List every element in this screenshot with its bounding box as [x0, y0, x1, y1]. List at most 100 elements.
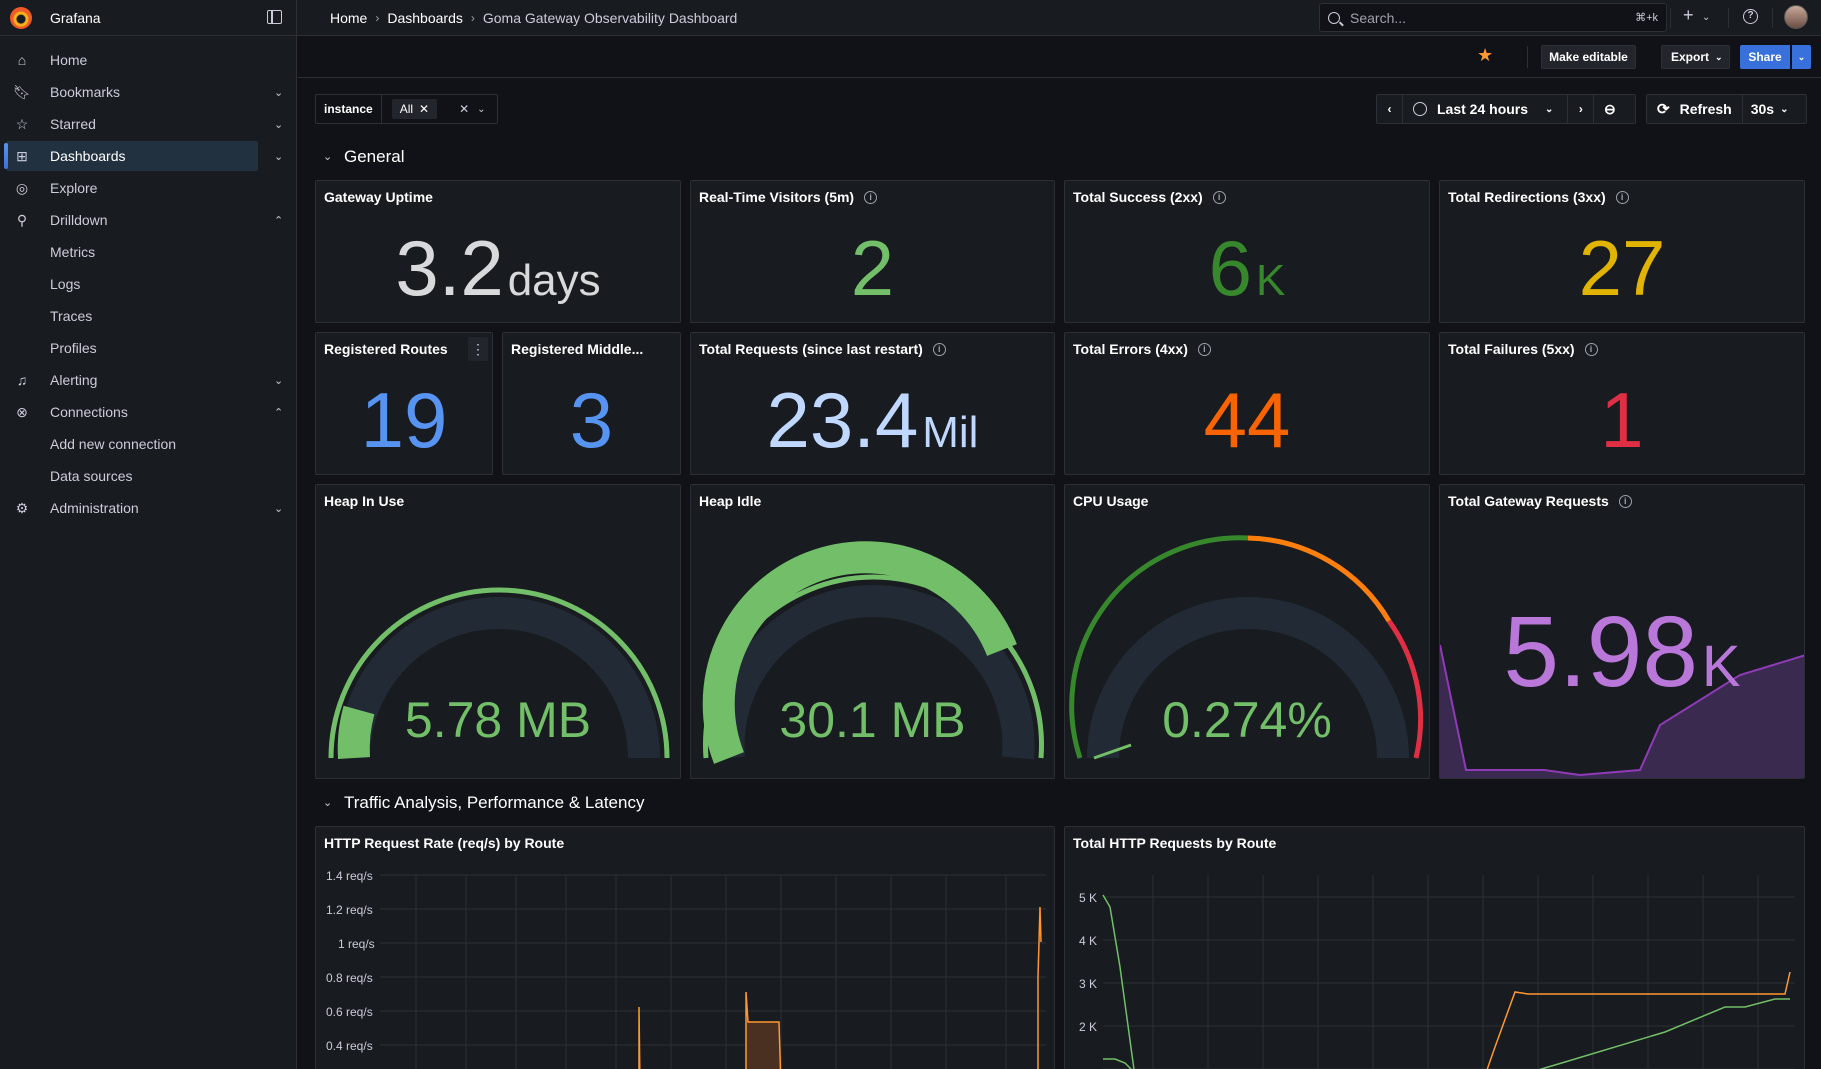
- panel-title: Heap In Use: [324, 493, 405, 509]
- search-icon: [1328, 11, 1340, 24]
- panel-heap-idle[interactable]: Heap Idle 30.1 MB: [690, 484, 1055, 779]
- sidebar-item-starred[interactable]: ☆ Starred ⌄: [6, 109, 284, 139]
- sidebar-item-explore[interactable]: ◎ Explore: [6, 173, 258, 203]
- stat-number: 6: [1208, 224, 1253, 312]
- panel-title: Total Failures (5xx) i: [1448, 341, 1598, 357]
- breadcrumb-home[interactable]: Home: [330, 9, 368, 26]
- variable-select[interactable]: All ✕ ✕ ⌄: [382, 99, 486, 119]
- time-range[interactable]: Last 24 hours: [1437, 101, 1529, 117]
- refresh-button[interactable]: Refresh: [1679, 101, 1732, 117]
- refresh-icon[interactable]: ⟳: [1657, 101, 1670, 118]
- panel-total-gateway-requests[interactable]: Total Gateway Requests i 5.98 K: [1439, 484, 1805, 779]
- sidebar-item-alerting[interactable]: ♫ Alerting ⌄: [6, 365, 283, 395]
- chevron-up-icon[interactable]: ⌃: [274, 214, 284, 227]
- sidebar-subitem-data-sources[interactable]: Data sources: [50, 468, 133, 484]
- chevron-down-icon[interactable]: ⌄: [1702, 12, 1711, 23]
- sidebar-item-dashboards[interactable]: ⊞ Dashboards ⌄: [4, 141, 283, 171]
- stat-value: 19: [316, 375, 492, 466]
- sidebar-item-bookmarks[interactable]: 🔖︎ Bookmarks ⌄: [6, 77, 283, 107]
- grafana-logo-icon[interactable]: [10, 6, 32, 29]
- chevron-down-icon[interactable]: ⌄: [477, 103, 486, 115]
- sidebar-item-label: Explore: [50, 180, 98, 196]
- panel-registered-routes[interactable]: Registered Routes ⋮ 19: [315, 332, 493, 475]
- info-icon[interactable]: i: [1197, 342, 1211, 356]
- sidebar-item-label: Connections: [50, 404, 128, 420]
- share-dropdown-button[interactable]: ⌄: [1792, 45, 1811, 69]
- row-title-general[interactable]: General: [344, 147, 405, 166]
- panel-title-text: Total Redirections (3xx): [1448, 189, 1606, 205]
- row-collapse-icon[interactable]: ⌄: [323, 151, 333, 163]
- panel-title: Total Redirections (3xx) i: [1448, 189, 1629, 205]
- zoom-out-icon[interactable]: ⊖: [1593, 95, 1625, 123]
- panel-title: Real-Time Visitors (5m) i: [699, 189, 878, 205]
- y-tick-label: 1.2 req/s: [326, 903, 373, 917]
- avatar[interactable]: [1784, 5, 1808, 29]
- time-back-button[interactable]: ‹: [1377, 95, 1403, 123]
- time-forward-button[interactable]: ›: [1567, 95, 1593, 123]
- dashboard-controls: ★ Make editable Export ⌄ Share ⌄: [298, 36, 1821, 78]
- panel-registered-middlewares[interactable]: Registered Middle... 3: [502, 332, 681, 475]
- panel-total-redirections[interactable]: Total Redirections (3xx) i 27: [1439, 180, 1805, 323]
- chevron-down-icon[interactable]: ⌄: [274, 502, 284, 515]
- star-icon[interactable]: ★: [1477, 45, 1494, 65]
- make-editable-button[interactable]: Make editable: [1541, 45, 1636, 69]
- close-icon[interactable]: ✕: [419, 102, 430, 116]
- dock-menu-icon[interactable]: [267, 9, 282, 24]
- row-title-traffic[interactable]: Traffic Analysis, Performance & Latency: [344, 793, 645, 812]
- sidebar-item-administration[interactable]: ⚙ Administration ⌄: [6, 493, 284, 523]
- search-input[interactable]: Search... ⌘+k: [1319, 3, 1667, 32]
- chevron-down-icon: ⌄: [1715, 51, 1723, 62]
- breadcrumb-dashboards[interactable]: Dashboards: [387, 9, 463, 26]
- chevron-down-icon[interactable]: ⌄: [1545, 103, 1554, 115]
- stat-value: 5.98 K: [1440, 595, 1804, 710]
- sidebar-subitem-logs[interactable]: Logs: [50, 276, 81, 292]
- row-collapse-icon[interactable]: ⌄: [323, 797, 333, 809]
- sidebar-item-home[interactable]: ⌂ Home: [6, 45, 258, 75]
- info-icon[interactable]: i: [864, 190, 878, 204]
- panel-http-request-rate[interactable]: HTTP Request Rate (req/s) by Route 1.4 r…: [315, 826, 1055, 1069]
- info-icon[interactable]: i: [932, 342, 946, 356]
- info-icon[interactable]: i: [1618, 494, 1632, 508]
- panel-gateway-uptime[interactable]: Gateway Uptime 3.2 days: [315, 180, 681, 323]
- chevron-down-icon[interactable]: ⌄: [274, 374, 284, 387]
- panel-total-http-requests[interactable]: Total HTTP Requests by Route 5 K 4 K 3 K…: [1064, 826, 1805, 1069]
- panel-menu-icon[interactable]: ⋮: [468, 337, 488, 361]
- panel-total-requests[interactable]: Total Requests (since last restart) i 23.…: [690, 332, 1055, 475]
- clear-icon[interactable]: ✕: [459, 102, 470, 116]
- stat-number: 19: [360, 376, 448, 464]
- panel-cpu-usage[interactable]: CPU Usage 0.274%: [1064, 484, 1430, 779]
- sidebar-subitem-profiles[interactable]: Profiles: [50, 340, 97, 356]
- help-icon[interactable]: ?: [1743, 9, 1758, 24]
- chevron-down-icon[interactable]: ⌄: [274, 86, 284, 99]
- chevron-up-icon[interactable]: ⌃: [274, 406, 284, 419]
- y-tick-label: 0.6 req/s: [326, 1005, 373, 1019]
- info-icon[interactable]: i: [1212, 190, 1226, 204]
- sidebar-item-connections[interactable]: ⊗ Connections ⌃: [6, 397, 283, 427]
- panel-realtime-visitors[interactable]: Real-Time Visitors (5m) i 2: [690, 180, 1055, 323]
- variable-value: All: [399, 102, 414, 116]
- timeseries-request-rate: [380, 874, 1046, 1069]
- sidebar-subitem-traces[interactable]: Traces: [50, 308, 93, 324]
- sidebar-subitem-add-connection[interactable]: Add new connection: [50, 436, 177, 452]
- home-icon: ⌂: [17, 52, 27, 68]
- panel-total-failures[interactable]: Total Failures (5xx) i 1: [1439, 332, 1805, 475]
- info-icon[interactable]: i: [1615, 190, 1629, 204]
- refresh-interval[interactable]: 30s: [1741, 95, 1774, 123]
- panel-total-errors[interactable]: Total Errors (4xx) i 44: [1064, 332, 1430, 475]
- variable-chip[interactable]: All ✕: [391, 99, 438, 119]
- chevron-down-icon[interactable]: ⌄: [274, 150, 284, 163]
- y-tick-label: 2 K: [1079, 1020, 1098, 1034]
- plus-icon[interactable]: +: [1683, 5, 1694, 25]
- panel-total-success[interactable]: Total Success (2xx) i 6 K: [1064, 180, 1430, 323]
- chevron-down-icon[interactable]: ⌄: [274, 118, 284, 131]
- info-icon[interactable]: i: [1584, 342, 1598, 356]
- grid-icon: ⊞: [16, 147, 28, 164]
- sidebar-subitem-metrics[interactable]: Metrics: [50, 244, 96, 260]
- sidebar-item-drilldown[interactable]: ⚲ Drilldown ⌃: [6, 205, 283, 235]
- share-button[interactable]: Share: [1740, 45, 1790, 69]
- export-button[interactable]: Export ⌄: [1661, 45, 1730, 69]
- panel-heap-in-use[interactable]: Heap In Use 5.78 MB: [315, 484, 681, 779]
- chevron-down-icon[interactable]: ⌄: [1780, 103, 1789, 115]
- sidebar-item-label: Alerting: [50, 372, 98, 388]
